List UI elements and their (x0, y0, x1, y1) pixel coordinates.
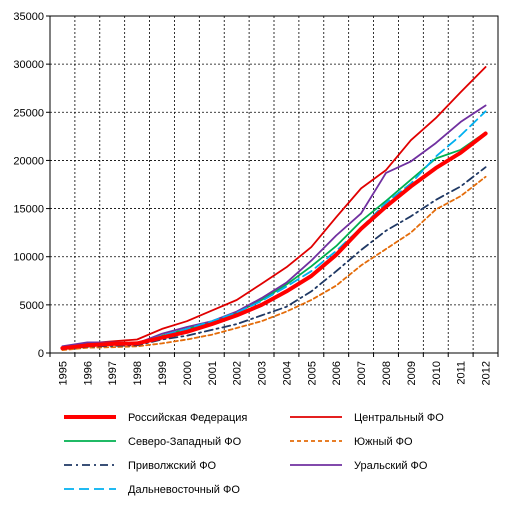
x-tick-label: 2001 (207, 361, 219, 385)
legend-label: Северо-Западный ФО (128, 436, 242, 448)
legend-label: Российская Федерация (128, 412, 247, 424)
grid-layer (50, 15, 498, 353)
x-tick-label: 2012 (481, 361, 493, 385)
series-line-5 (61, 166, 487, 351)
x-tick-label: 2008 (381, 361, 393, 385)
x-tick-label: 2004 (281, 361, 293, 385)
series-line-2 (61, 66, 487, 349)
x-tick-label: 1995 (57, 361, 69, 385)
series-layer (60, 66, 488, 352)
legend-label: Приволжский ФО (128, 460, 217, 472)
series-line-1 (60, 131, 488, 351)
x-tick-label: 1997 (107, 361, 119, 385)
axes-layer: 0 5000 10000 15000 20000 25000 30000 35000 1995 1… (13, 11, 499, 385)
y-tick-label: 10000 (13, 252, 44, 264)
y-tick-label: 30000 (13, 59, 44, 71)
x-tick-label: 2000 (182, 361, 194, 385)
x-tick-label: 2009 (406, 361, 418, 385)
x-tick-label: 1998 (132, 361, 144, 385)
x-tick-label: 2002 (232, 361, 244, 385)
legend-label: Южный ФО (354, 436, 413, 448)
legend-label: Центральный ФО (354, 412, 444, 424)
y-tick-label: 0 (38, 348, 44, 360)
legend-label: Дальневосточный ФО (128, 484, 240, 496)
legend: Российская Федерация Центральный ФО Северо… (64, 412, 444, 496)
y-tick-label: 5000 (20, 300, 44, 312)
y-tick-label: 35000 (13, 11, 44, 23)
y-tick-label: 25000 (13, 107, 44, 119)
y-tick-label: 15000 (13, 204, 44, 216)
x-tick-label: 2010 (431, 361, 443, 385)
legend-label: Уральский ФО (354, 460, 428, 472)
x-tick-label: 2003 (257, 361, 269, 385)
x-tick-label: 1999 (157, 361, 169, 385)
x-tick-label: 2005 (306, 361, 318, 385)
x-tick-label: 2006 (331, 361, 343, 385)
x-tick-label: 1996 (82, 361, 94, 385)
x-tick-label: 2011 (456, 361, 468, 385)
x-tick-label: 2007 (356, 361, 368, 385)
series-line-4 (61, 175, 487, 352)
y-tick-label: 20000 (13, 155, 44, 167)
